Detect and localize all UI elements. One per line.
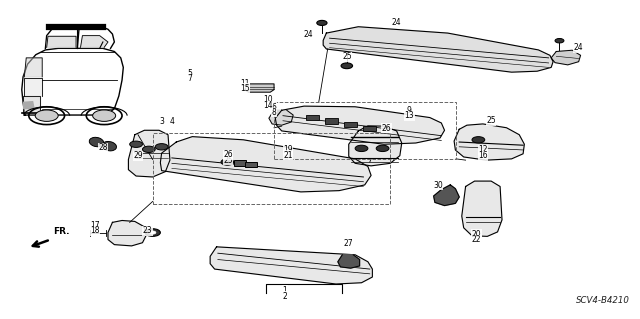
Bar bbox=[344, 122, 357, 127]
Text: 25: 25 bbox=[223, 156, 233, 165]
Text: 16: 16 bbox=[478, 151, 488, 160]
Circle shape bbox=[472, 137, 484, 143]
Polygon shape bbox=[275, 106, 445, 144]
Text: 7: 7 bbox=[188, 74, 192, 83]
Text: 25: 25 bbox=[342, 52, 351, 62]
Text: 5: 5 bbox=[188, 69, 192, 78]
Polygon shape bbox=[45, 26, 115, 48]
Bar bbox=[325, 118, 338, 124]
Text: 26: 26 bbox=[381, 124, 391, 133]
Text: 10: 10 bbox=[263, 95, 273, 104]
Text: 21: 21 bbox=[284, 151, 293, 160]
Text: 24: 24 bbox=[392, 19, 401, 27]
Polygon shape bbox=[551, 50, 580, 65]
Text: 6: 6 bbox=[271, 103, 276, 112]
Polygon shape bbox=[22, 48, 124, 115]
Polygon shape bbox=[23, 96, 40, 114]
Text: 14: 14 bbox=[263, 101, 273, 110]
Text: 9: 9 bbox=[407, 106, 412, 115]
Text: 3: 3 bbox=[159, 117, 164, 126]
Circle shape bbox=[555, 39, 564, 43]
Text: 27: 27 bbox=[344, 239, 353, 248]
Circle shape bbox=[355, 145, 368, 152]
Text: 8: 8 bbox=[271, 108, 276, 117]
Text: 1: 1 bbox=[282, 286, 287, 295]
Text: SCV4-B4210: SCV4-B4210 bbox=[576, 296, 630, 305]
Circle shape bbox=[35, 110, 58, 122]
Polygon shape bbox=[108, 220, 147, 246]
Circle shape bbox=[156, 144, 168, 150]
Polygon shape bbox=[24, 58, 42, 77]
Text: 15: 15 bbox=[240, 84, 250, 93]
Bar bbox=[245, 162, 257, 167]
Bar bbox=[364, 125, 376, 131]
Text: 18: 18 bbox=[90, 226, 100, 235]
Circle shape bbox=[130, 141, 143, 147]
Circle shape bbox=[93, 110, 116, 122]
Circle shape bbox=[150, 231, 156, 234]
Circle shape bbox=[221, 159, 234, 165]
Polygon shape bbox=[462, 181, 502, 236]
Text: 28: 28 bbox=[98, 143, 108, 152]
Ellipse shape bbox=[89, 137, 104, 147]
Text: 13: 13 bbox=[404, 111, 414, 120]
Polygon shape bbox=[24, 78, 42, 96]
Text: 30: 30 bbox=[433, 181, 443, 190]
Text: 29: 29 bbox=[133, 151, 143, 160]
Bar bbox=[274, 102, 456, 159]
Circle shape bbox=[376, 145, 389, 152]
Text: 20: 20 bbox=[472, 230, 481, 239]
Polygon shape bbox=[434, 185, 460, 205]
Text: 22: 22 bbox=[472, 235, 481, 244]
Circle shape bbox=[145, 229, 161, 236]
Polygon shape bbox=[47, 36, 76, 48]
Text: 11: 11 bbox=[240, 79, 250, 88]
Polygon shape bbox=[349, 126, 402, 166]
Polygon shape bbox=[244, 84, 274, 92]
Polygon shape bbox=[210, 247, 372, 284]
Polygon shape bbox=[129, 130, 170, 177]
Polygon shape bbox=[454, 124, 524, 160]
Bar bbox=[234, 160, 246, 166]
Text: FR.: FR. bbox=[53, 227, 70, 236]
Polygon shape bbox=[323, 27, 553, 72]
Text: 26: 26 bbox=[223, 150, 233, 159]
Polygon shape bbox=[338, 255, 360, 268]
Text: 24: 24 bbox=[304, 31, 314, 40]
Text: 4: 4 bbox=[170, 117, 174, 126]
Polygon shape bbox=[161, 137, 371, 192]
Polygon shape bbox=[269, 110, 293, 125]
Text: 19: 19 bbox=[284, 145, 293, 154]
Text: 2: 2 bbox=[282, 292, 287, 300]
Bar bbox=[153, 133, 390, 204]
Circle shape bbox=[143, 146, 156, 152]
Bar bbox=[306, 115, 319, 121]
Text: 25: 25 bbox=[486, 116, 496, 125]
Text: 24: 24 bbox=[574, 43, 584, 52]
Text: 23: 23 bbox=[143, 226, 152, 235]
Ellipse shape bbox=[102, 141, 116, 151]
Text: 12: 12 bbox=[478, 145, 488, 154]
Circle shape bbox=[317, 20, 327, 26]
Polygon shape bbox=[81, 36, 108, 48]
Text: 17: 17 bbox=[90, 221, 100, 230]
Polygon shape bbox=[24, 102, 34, 109]
Circle shape bbox=[341, 63, 353, 69]
